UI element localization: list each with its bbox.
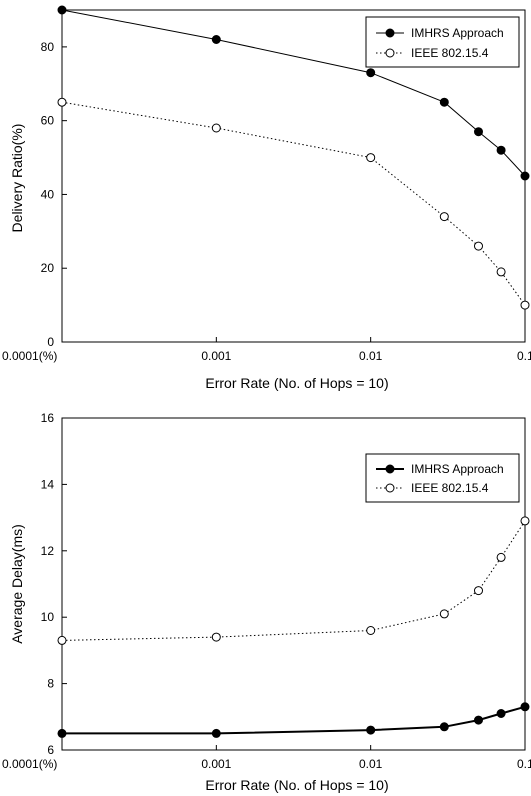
delivery-ratio-chart: 0 20 40 60 80 0.0001(%) 0.001 0.01 0.1 Error Rat… (2, 5, 531, 391)
data-point-imhrs (474, 127, 483, 137)
data-point-imhrs (57, 5, 67, 15)
x-tick-label: 0.1 (517, 757, 531, 771)
data-point-ieee (366, 153, 376, 163)
data-point-imhrs (496, 709, 506, 718)
average-delay-chart: 6 8 10 12 14 16 0.0001(%) 0.001 0.01 0.1 Error Ra… (2, 411, 531, 793)
legend-label-ieee: IEEE 802.15.4 (411, 481, 489, 495)
legend-label-ieee: IEEE 802.15.4 (411, 46, 489, 60)
x-tick-label: 0.001 (201, 757, 231, 771)
series-line-ieee (61, 101, 526, 306)
data-point-ieee (211, 123, 221, 133)
data-point-ieee (57, 97, 67, 107)
data-point-ieee (474, 586, 483, 596)
y-tick-label: 14 (41, 477, 55, 491)
y-tick-label: 8 (47, 677, 54, 691)
y-tick-label: 10 (41, 610, 55, 624)
data-point-imhrs (520, 702, 530, 712)
y-tick-label: 20 (41, 261, 55, 275)
y-tick-label: 6 (47, 743, 54, 757)
y-tick-label: 0 (47, 335, 54, 349)
y-tick-label: 12 (41, 544, 55, 558)
legend-label-imhrs: IMHRS Approach (411, 462, 504, 476)
series-line-ieee (61, 520, 526, 641)
legend-marker-ieee (385, 483, 395, 493)
data-point-imhrs (366, 68, 376, 78)
data-point-ieee (211, 632, 221, 642)
y-axis-label: Average Delay(ms) (9, 524, 25, 644)
legend-marker-ieee (385, 48, 395, 58)
x-tick-label: 0.01 (359, 757, 383, 771)
x-axis-label: Error Rate (No. of Hops = 10) (205, 777, 388, 793)
plot-frame (61, 417, 526, 751)
y-tick-label: 40 (41, 187, 55, 201)
axis-ticks: 0 20 40 60 80 0.0001(%) 0.001 0.01 0.1 (2, 40, 531, 363)
data-point-ieee (496, 552, 506, 562)
y-axis-label: Delivery Ratio(%) (9, 124, 25, 233)
data-point-imhrs (211, 35, 221, 44)
series-markers (57, 516, 530, 738)
data-point-imhrs (474, 715, 483, 725)
data-point-imhrs (211, 728, 221, 738)
data-point-imhrs (57, 728, 67, 738)
data-point-imhrs (439, 722, 449, 732)
legend-label-imhrs: IMHRS Approach (411, 26, 504, 40)
legend-marker-imhrs (385, 28, 395, 38)
series-markers (57, 5, 530, 310)
data-point-ieee (57, 635, 67, 645)
x-tick-label: 0.0001(%) (2, 349, 57, 363)
x-tick-label: 0.0001(%) (2, 757, 57, 771)
data-point-ieee (366, 626, 376, 635)
legend-box (365, 453, 520, 503)
data-point-ieee (496, 267, 506, 277)
data-point-ieee (439, 609, 449, 619)
axis-ticks: 6 8 10 12 14 16 0.0001(%) 0.001 0.01 0.1 (2, 411, 531, 771)
y-tick-label: 16 (41, 411, 55, 425)
legend-box (365, 16, 520, 68)
data-point-imhrs (439, 97, 449, 107)
y-tick-label: 60 (41, 114, 55, 128)
x-tick-label: 0.001 (201, 349, 231, 363)
data-point-imhrs (366, 725, 376, 735)
legend: IMHRS Approach IEEE 802.15.4 (365, 16, 520, 68)
data-point-ieee (520, 516, 530, 526)
x-tick-label: 0.01 (359, 349, 383, 363)
data-point-ieee (474, 241, 483, 251)
data-point-imhrs (520, 171, 530, 181)
series-lines (61, 520, 526, 735)
series-line-imhrs (62, 705, 526, 735)
x-axis-label: Error Rate (No. of Hops = 10) (205, 375, 388, 391)
legend-marker-imhrs (385, 464, 395, 474)
data-point-ieee (520, 300, 530, 310)
data-point-imhrs (496, 145, 506, 155)
legend: IMHRS Approach IEEE 802.15.4 (365, 453, 520, 503)
x-tick-label: 0.1 (517, 349, 531, 363)
data-point-ieee (439, 212, 449, 222)
y-tick-label: 80 (41, 40, 55, 54)
